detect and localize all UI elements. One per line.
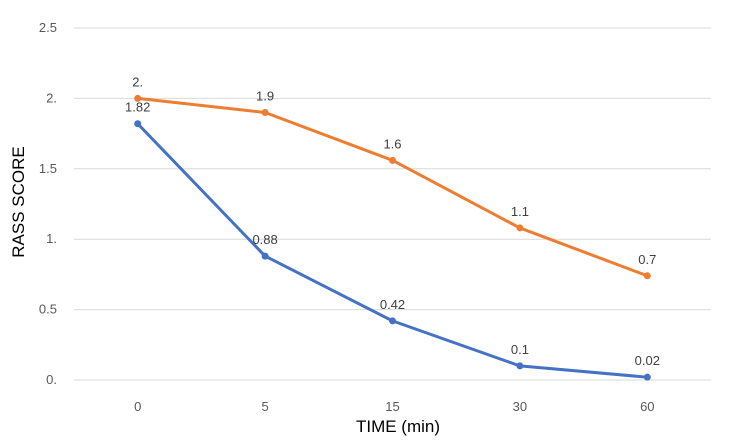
series-line-0 <box>136 96 649 278</box>
data-label: 1.9 <box>256 88 274 103</box>
data-label: 1.6 <box>383 136 401 151</box>
data-label: 0.42 <box>380 297 405 312</box>
data-point <box>643 272 651 280</box>
x-axis-ticks: 0 5 15 30 60 <box>134 399 654 414</box>
x-tick-label: 30 <box>513 399 527 414</box>
data-label: 0.02 <box>635 353 660 368</box>
x-tick-label: 0 <box>134 399 141 414</box>
series-points <box>134 94 651 381</box>
data-label: 0.7 <box>638 252 656 267</box>
gridlines <box>74 27 711 381</box>
data-label: 1.82 <box>125 100 150 115</box>
y-tick-label: 2.5 <box>39 20 57 35</box>
x-tick-label: 5 <box>261 399 268 414</box>
data-point <box>134 120 142 128</box>
y-tick-label: 1. <box>46 231 57 246</box>
x-tick-label: 15 <box>385 399 399 414</box>
y-axis-title: RASS SCORE <box>9 146 28 257</box>
y-tick-label: 0. <box>46 372 57 387</box>
data-point <box>261 252 269 260</box>
data-point <box>643 373 651 381</box>
data-label: 0.88 <box>252 232 277 247</box>
data-label: 1.1 <box>511 204 529 219</box>
data-point <box>261 108 269 116</box>
data-label: 2. <box>132 74 143 89</box>
y-tick-label: 2. <box>46 90 57 105</box>
y-tick-label: 1.5 <box>39 161 57 176</box>
y-tick-label: 0.5 <box>39 302 57 317</box>
data-point <box>516 224 524 232</box>
data-labels: 2. 1.9 1.6 1.1 0.7 1.82 0.88 0.42 0.1 0.02 <box>125 74 660 368</box>
x-axis-title: TIME (min) <box>356 417 440 436</box>
data-point <box>516 362 524 370</box>
data-label: 0.1 <box>511 342 529 357</box>
data-point <box>389 156 396 164</box>
data-point <box>134 94 142 102</box>
y-axis-ticks: 0. 0.5 1. 1.5 2. 2.5 <box>39 20 57 387</box>
x-tick-label: 60 <box>640 399 654 414</box>
data-point <box>389 317 396 325</box>
